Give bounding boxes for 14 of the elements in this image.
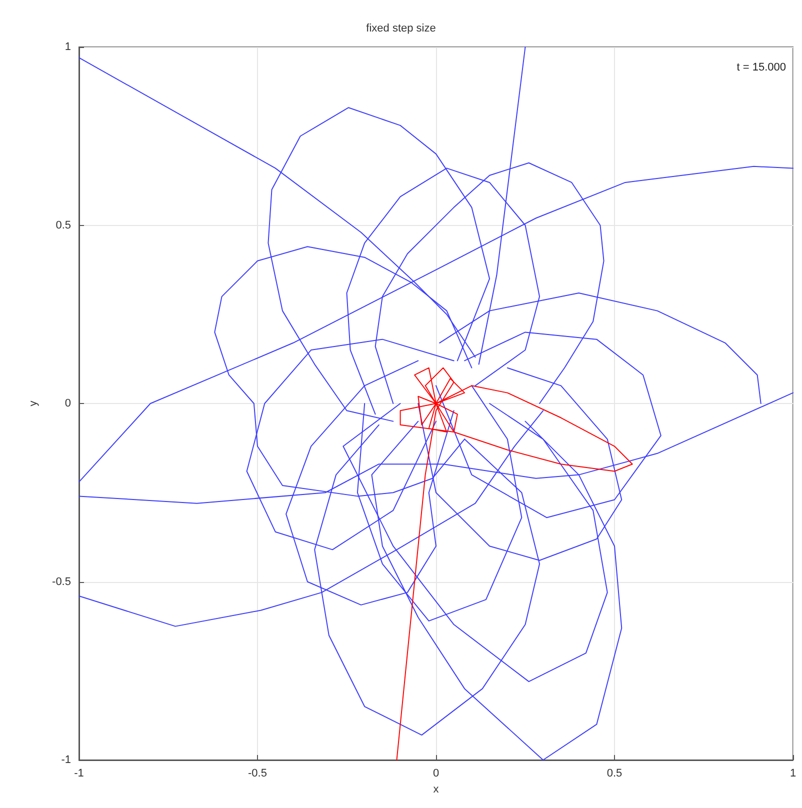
chart-title: fixed step size bbox=[366, 22, 436, 34]
x-tick-label: 0.5 bbox=[606, 768, 622, 780]
x-tick-label: -1 bbox=[74, 768, 84, 780]
x-axis-title: x bbox=[433, 783, 440, 796]
annotation: t = 15.000 bbox=[736, 62, 786, 74]
y-tick-label: 0.5 bbox=[56, 219, 71, 232]
x-tick-label: 0 bbox=[432, 768, 440, 780]
y-tick-label: 0 bbox=[64, 398, 71, 410]
x-tick-label: -0.5 bbox=[248, 768, 267, 780]
y-tick-label: 1 bbox=[64, 41, 71, 53]
y-tick-label: -1 bbox=[61, 754, 71, 766]
x-tick-label: 1 bbox=[790, 768, 796, 780]
y-axis-title: y bbox=[28, 400, 40, 406]
y-tick-label: -0.5 bbox=[52, 576, 71, 588]
